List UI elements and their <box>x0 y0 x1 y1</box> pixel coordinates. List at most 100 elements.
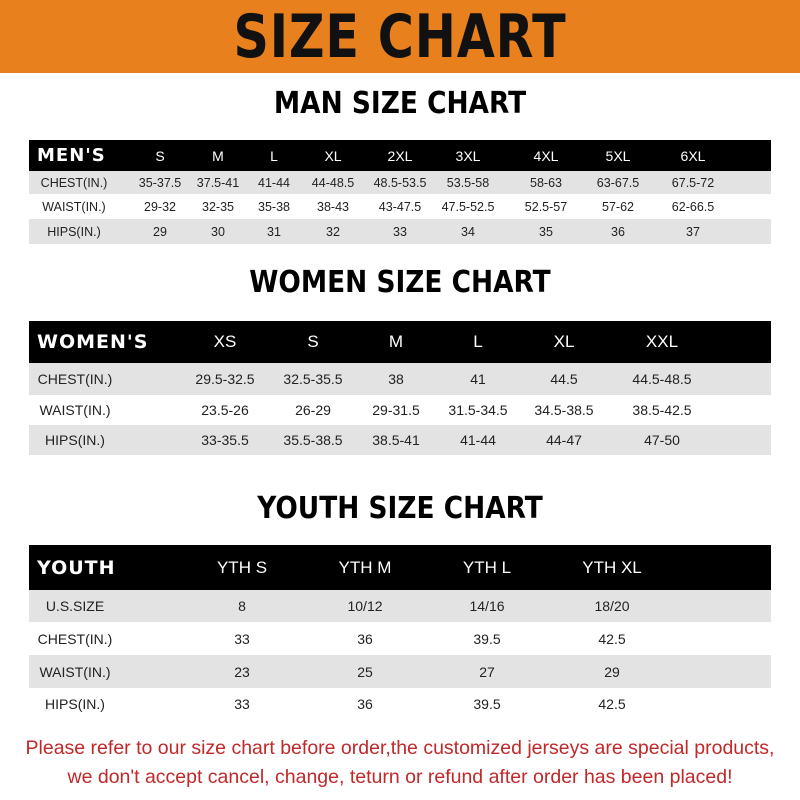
table-cell: 34 <box>461 224 475 239</box>
table-cell: 31.5-34.5 <box>448 402 508 418</box>
table-cell: 35 <box>539 224 553 239</box>
table-cell: 39.5 <box>473 696 501 712</box>
table-row: HIPS(IN.) 33-35.5 35.5-38.5 38.5-41 41-44 44-… <box>29 425 771 455</box>
women-section-title: WOMEN SIZE CHART <box>249 265 551 300</box>
size-header: XXL <box>645 332 679 351</box>
table-cell: 57-62 <box>602 199 634 214</box>
table-cell: 36 <box>611 224 625 239</box>
table-cell: 38.5-41 <box>372 432 420 448</box>
table-cell: 36 <box>357 696 373 712</box>
row-label: U.S.SIZE <box>45 598 105 614</box>
table-cell: 37.5-41 <box>196 175 240 190</box>
row-label: CHEST(IN.) <box>37 630 113 647</box>
table-cell: 32-35 <box>202 199 234 214</box>
size-header: XL <box>324 147 342 164</box>
table-row: CHEST(IN.) 33 36 39.5 42.5 <box>29 622 771 655</box>
table-cell: 38.5-42.5 <box>632 402 692 418</box>
table-cell: 44.5-48.5 <box>632 371 692 387</box>
table-cell: 35-38 <box>258 199 290 214</box>
table-cell: 42.5 <box>598 696 626 712</box>
size-header: 4XL <box>533 147 559 164</box>
row-label: WAIST(IN.) <box>42 199 106 214</box>
table-cell: 44-48.5 <box>311 175 355 190</box>
table-cell: 33-35.5 <box>201 432 249 448</box>
size-header: 6XL <box>680 147 706 164</box>
table-cell: 8 <box>238 598 246 614</box>
table-cell: 36 <box>357 630 373 647</box>
row-label: HIPS(IN.) <box>45 432 105 448</box>
size-header: 3XL <box>455 147 481 164</box>
men-section-title: MAN SIZE CHART <box>273 86 527 121</box>
table-cell: 47-50 <box>644 432 680 448</box>
size-header: XL <box>553 332 575 351</box>
table-cell: 32.5-35.5 <box>283 371 343 387</box>
youth-section-title: YOUTH SIZE CHART <box>257 491 543 526</box>
size-header: S <box>307 332 319 351</box>
table-cell: 41-44 <box>258 175 290 190</box>
table-cell: 29 <box>604 663 620 680</box>
table-cell: 23 <box>234 663 250 680</box>
table-cell: 43-47.5 <box>378 199 422 214</box>
size-header: YTH M <box>338 557 392 577</box>
table-cell: 42.5 <box>598 630 626 647</box>
table-cell: 62-66.5 <box>671 199 715 214</box>
disclaimer: Please refer to our size chart before or… <box>0 734 800 792</box>
banner: SIZE CHART <box>0 0 800 73</box>
size-header: YTH XL <box>582 557 642 577</box>
banner-title: SIZE CHART <box>233 2 567 72</box>
size-header: M <box>388 332 404 351</box>
size-header: S <box>155 147 165 164</box>
table-title-cell: YOUTH <box>37 556 116 579</box>
row-label: CHEST(IN.) <box>37 371 113 387</box>
disclaimer-line-1: Please refer to our size chart before or… <box>25 737 775 759</box>
table-cell: 33 <box>234 696 250 712</box>
table-cell: 63-67.5 <box>596 175 640 190</box>
table-cell: 33 <box>393 224 407 239</box>
size-header: 5XL <box>605 147 631 164</box>
table-cell: 44.5 <box>550 371 578 387</box>
size-header: M <box>212 147 224 164</box>
table-row: HIPS(IN.) 29 30 31 32 33 34 35 36 37 <box>29 219 771 244</box>
size-header: L <box>473 332 483 351</box>
table-cell: 52.5-57 <box>524 199 568 214</box>
table-cell: 29 <box>153 224 167 239</box>
table-cell: 23.5-26 <box>201 402 249 418</box>
table-cell: 10/12 <box>347 598 383 614</box>
disclaimer-line-2: we don't accept cancel, change, teturn o… <box>67 766 733 788</box>
table-cell: 33 <box>234 630 250 647</box>
table-row: CHEST(IN.) 35-37.5 37.5-41 41-44 44-48.5 48.5… <box>29 171 771 194</box>
table-cell: 58-63 <box>530 175 562 190</box>
table-cell: 41-44 <box>460 432 496 448</box>
row-label: CHEST(IN.) <box>40 175 108 190</box>
table-cell: 29-32 <box>144 199 176 214</box>
table-cell: 47.5-52.5 <box>441 199 495 214</box>
row-label: HIPS(IN.) <box>45 696 105 712</box>
table-cell: 35-37.5 <box>138 175 182 190</box>
table-header-row: YOUTH YTH S YTH M YTH L YTH XL <box>29 545 771 590</box>
table-row: CHEST(IN.) 29.5-32.5 32.5-35.5 38 41 44.5 44.5… <box>29 363 771 395</box>
table-cell: 31 <box>267 224 281 239</box>
table-row: WAIST(IN.) 23 25 27 29 <box>29 655 771 688</box>
table-cell: 67.5-72 <box>671 175 715 190</box>
size-header: L <box>270 147 278 164</box>
row-label: HIPS(IN.) <box>47 224 101 239</box>
table-row: WAIST(IN.) 29-32 32-35 35-38 38-43 43-47.5 47.… <box>29 194 771 219</box>
table-cell: 41 <box>470 371 486 387</box>
table-cell: 26-29 <box>295 402 331 418</box>
table-row: HIPS(IN.) 33 36 39.5 42.5 <box>29 688 771 720</box>
table-cell: 37 <box>686 224 700 239</box>
size-header: YTH L <box>462 557 512 577</box>
table-title-cell: WOMEN'S <box>37 331 149 353</box>
row-label: WAIST(IN.) <box>39 663 111 680</box>
table-header-row: WOMEN'S XS S M L XL XXL <box>29 321 771 363</box>
table-cell: 29.5-32.5 <box>195 371 255 387</box>
table-cell: 44-47 <box>546 432 582 448</box>
table-cell: 38 <box>388 371 404 387</box>
size-header: YTH S <box>216 557 268 577</box>
table-row: WAIST(IN.) 23.5-26 26-29 29-31.5 31.5-34.5 34… <box>29 395 771 425</box>
table-cell: 53.5-58 <box>446 175 490 190</box>
table-cell: 30 <box>211 224 225 239</box>
table-cell: 39.5 <box>473 630 501 647</box>
table-cell: 18/20 <box>594 598 630 614</box>
table-cell: 34.5-38.5 <box>534 402 594 418</box>
